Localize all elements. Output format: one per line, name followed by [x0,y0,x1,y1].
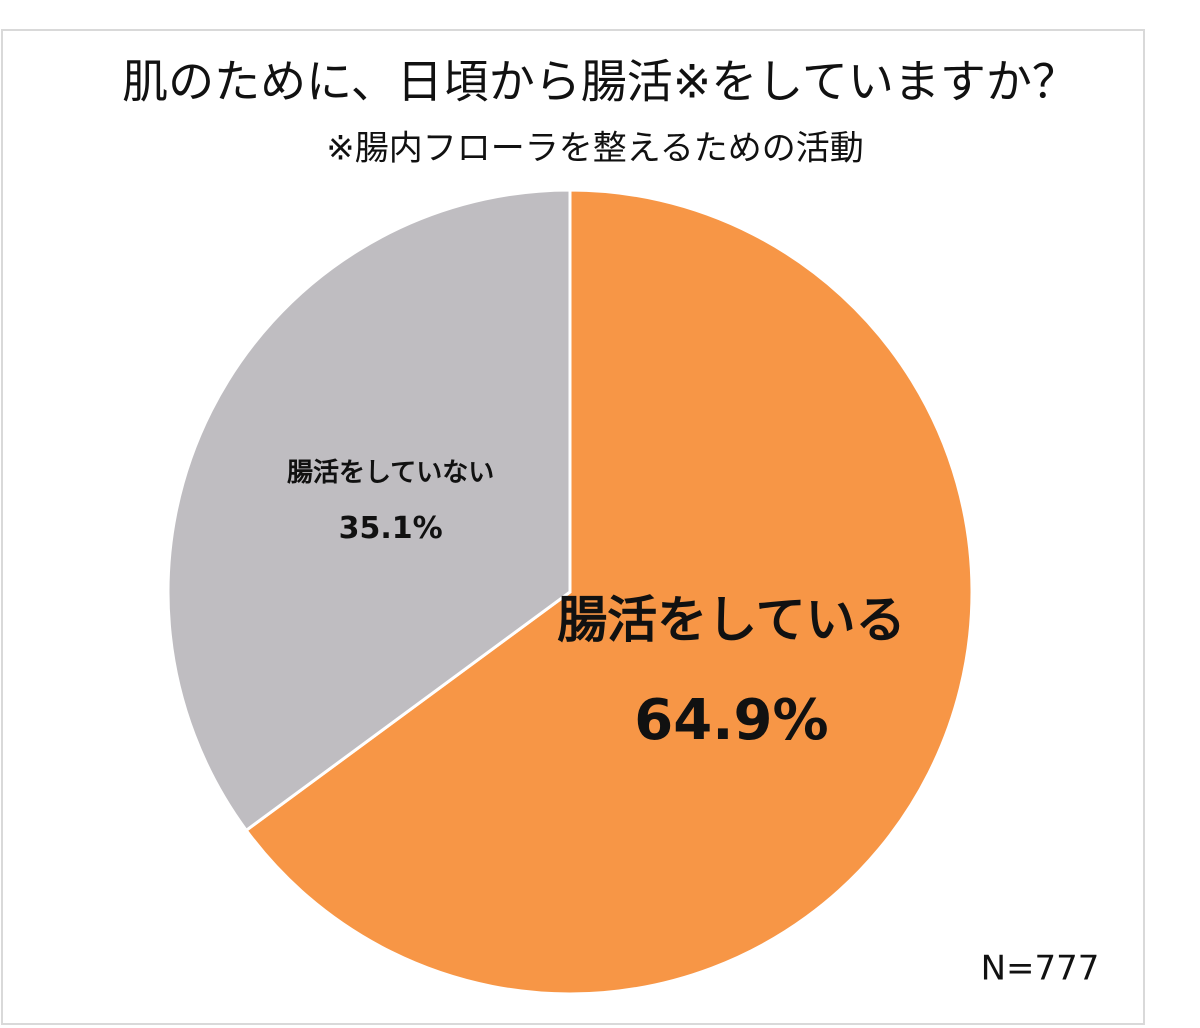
slice-category-label: 腸活をしている [557,591,906,649]
chart-title: 肌のために、日頃から腸活※をしていますか？ [122,55,1078,109]
pie-slice [166,188,572,833]
chart-subtitle: ※腸内フローラを整えるための活動 [326,129,863,169]
slice-value-label: 64.9% [634,688,828,753]
sample-size: N=777 [981,949,1100,989]
slice-category-label: 腸活をしていない [287,458,494,488]
slice-value-label: 35.1% [339,511,443,546]
pie-slice [244,188,974,996]
